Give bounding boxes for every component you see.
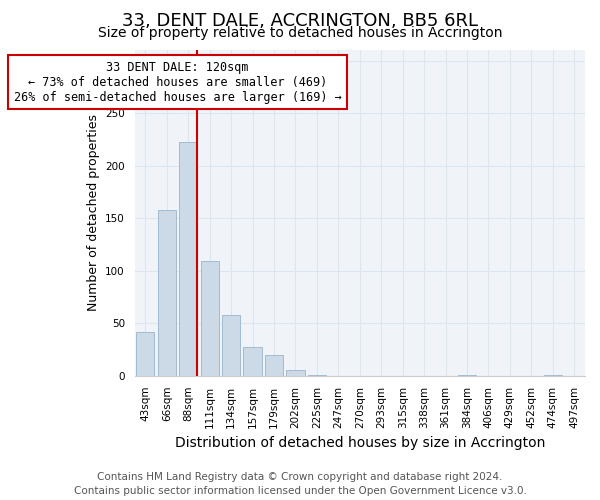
Bar: [308, 375, 326, 376]
Bar: [200, 262, 219, 376]
Bar: [222, 315, 240, 376]
X-axis label: Distribution of detached houses by size in Accrington: Distribution of detached houses by size …: [175, 436, 545, 450]
Text: Contains HM Land Registry data © Crown copyright and database right 2024.
Contai: Contains HM Land Registry data © Crown c…: [74, 472, 526, 496]
Bar: [136, 332, 154, 376]
Y-axis label: Number of detached properties: Number of detached properties: [86, 114, 100, 312]
Bar: [286, 370, 305, 376]
Bar: [544, 375, 562, 376]
Text: 33, DENT DALE, ACCRINGTON, BB5 6RL: 33, DENT DALE, ACCRINGTON, BB5 6RL: [122, 12, 478, 30]
Bar: [244, 348, 262, 376]
Text: Size of property relative to detached houses in Accrington: Size of property relative to detached ho…: [98, 26, 502, 40]
Bar: [458, 375, 476, 376]
Text: 33 DENT DALE: 120sqm
← 73% of detached houses are smaller (469)
26% of semi-deta: 33 DENT DALE: 120sqm ← 73% of detached h…: [14, 60, 341, 104]
Bar: [265, 355, 283, 376]
Bar: [179, 142, 197, 376]
Bar: [158, 210, 176, 376]
